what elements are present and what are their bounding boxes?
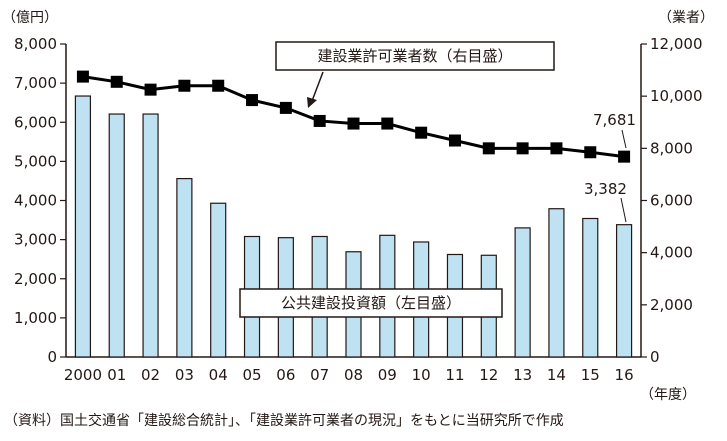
bar <box>514 227 531 358</box>
right-tick-label: 0 <box>650 348 660 366</box>
line-series-label: 建設業許可業者数（右目盛） <box>317 47 512 65</box>
left-tick-label: 1,000 <box>14 309 57 327</box>
bar <box>210 202 227 358</box>
right-axis-ticks: 0 2,000 4,000 6,000 8,000 10,000 12,000 <box>641 35 703 366</box>
x-tick-label: 05 <box>242 366 261 384</box>
x-tick-label: 13 <box>513 366 532 384</box>
x-tick-label: 15 <box>581 366 600 384</box>
line-marker <box>347 117 360 130</box>
bar <box>582 217 599 358</box>
right-tick-label: 10,000 <box>650 87 703 105</box>
right-tick-label: 12,000 <box>650 35 703 53</box>
right-axis-unit: （業者） <box>658 10 714 26</box>
x-tick-label: 03 <box>175 366 194 384</box>
left-tick-label: 2,000 <box>14 270 57 288</box>
bar-series-label: 公共建設投資額（左目盛） <box>281 294 461 312</box>
line-marker <box>76 70 89 83</box>
line-series-callout: 建設業許可業者数（右目盛） <box>275 41 555 108</box>
line-marker <box>618 150 631 163</box>
x-axis-ticks: 2000 01 02 03 04 05 06 07 08 09 10 11 12 13 14 15 16 <box>64 366 634 384</box>
line-marker <box>381 117 394 130</box>
x-tick-label: 04 <box>209 366 228 384</box>
annotation-line-last: 7,681 <box>593 111 636 149</box>
left-tick-label: 4,000 <box>14 192 57 210</box>
left-tick-label: 7,000 <box>14 74 57 92</box>
line-last-value: 7,681 <box>593 111 636 129</box>
left-tick-label: 0 <box>47 348 57 366</box>
line-path <box>82 75 625 159</box>
chart: （億円） （業者） （年度） 0 1,000 2,000 3,000 4,000 5,00… <box>2 10 714 403</box>
left-axis-unit: （億円） <box>2 10 58 26</box>
bar <box>108 113 125 358</box>
bar <box>615 224 633 358</box>
bar <box>142 113 159 358</box>
left-tick-label: 3,000 <box>14 231 57 249</box>
line-marker <box>550 142 563 155</box>
right-tick-label: 8,000 <box>650 139 693 157</box>
x-tick-label: 16 <box>615 366 634 384</box>
bar <box>74 95 92 358</box>
bar-series-callout: 公共建設投資額（左目盛） <box>239 288 503 318</box>
x-tick-label: 10 <box>412 366 431 384</box>
line-marker <box>212 79 225 92</box>
x-tick-label: 11 <box>445 366 464 384</box>
x-axis-unit: （年度） <box>640 387 696 403</box>
line-marker <box>516 142 529 155</box>
annotation-bar-last: 3,382 <box>584 180 627 223</box>
line-marker <box>415 126 428 139</box>
x-tick-label: 09 <box>378 366 397 384</box>
line-marker <box>482 142 495 155</box>
x-tick-label: 01 <box>107 366 126 384</box>
left-tick-label: 6,000 <box>14 113 57 131</box>
x-tick-label: 12 <box>479 366 498 384</box>
line-series-licensed-contractors <box>76 70 631 163</box>
line-marker <box>279 101 292 114</box>
x-tick-label: 14 <box>547 366 566 384</box>
line-marker <box>178 79 191 92</box>
left-tick-label: 5,000 <box>14 152 57 170</box>
x-tick-label: 2000 <box>64 366 102 384</box>
right-tick-label: 4,000 <box>650 244 693 262</box>
left-axis-ticks: 0 1,000 2,000 3,000 4,000 5,000 6,000 7,000 8,00… <box>14 35 66 366</box>
line-marker <box>313 114 326 127</box>
line-marker <box>144 83 157 96</box>
line-marker <box>246 94 259 107</box>
right-tick-label: 6,000 <box>650 192 693 210</box>
line-marker <box>110 75 123 88</box>
left-tick-label: 8,000 <box>14 35 57 53</box>
bar <box>176 177 193 358</box>
x-tick-label: 08 <box>344 366 363 384</box>
source-note: （資料）国土交通省「建設総合統計」、「建設業許可業者の現況」をもとに当研究所で作… <box>4 413 564 429</box>
line-marker <box>584 146 597 159</box>
x-tick-label: 02 <box>141 366 160 384</box>
bar <box>548 208 565 358</box>
bar-series-public-investment <box>74 95 633 358</box>
bar-last-value: 3,382 <box>584 180 627 198</box>
x-tick-label: 06 <box>276 366 295 384</box>
x-tick-label: 07 <box>310 366 329 384</box>
line-marker <box>448 134 461 147</box>
right-tick-label: 2,000 <box>650 296 693 314</box>
